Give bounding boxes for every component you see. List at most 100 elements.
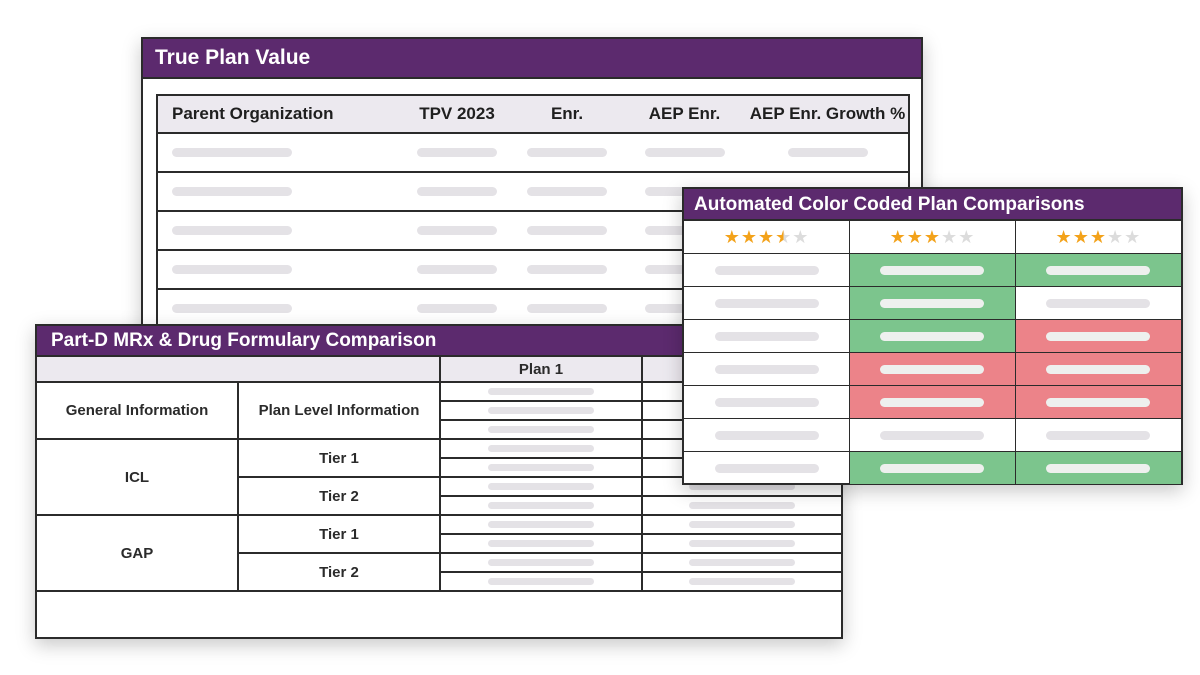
value-cell [440,571,643,592]
comparison-row [684,352,1181,386]
comparison-cell-red [849,352,1016,386]
placeholder-bar [417,187,497,196]
star-icon: ★ [792,226,810,247]
placeholder-bar [880,463,985,473]
value-cell [439,476,643,497]
star-icon: ★ [740,226,758,247]
placeholder-bar [714,298,819,308]
table-cell [156,172,402,212]
table-cell [402,172,512,212]
placeholder-bar [689,559,795,566]
placeholder-bar [880,430,985,440]
table-cell [156,133,402,173]
comparison-cell-green [849,286,1016,320]
value-cell [641,495,841,516]
comparison-row [684,253,1181,287]
placeholder-bar [527,148,607,157]
star-icon: ★ [958,226,976,247]
placeholder-bar [714,430,819,440]
placeholder-bar [172,148,292,157]
placeholder-bar [488,426,594,433]
placeholder-bar [689,502,795,509]
placeholder-bar [488,407,594,414]
partd-header-plan-1: Plan 1 [439,357,643,383]
comparison-cell-plain [684,319,851,353]
star-icon: ★ [941,226,959,247]
comparison-cell-plain [684,385,851,419]
placeholder-bar [172,187,292,196]
color-coded-title: Automated Color Coded Plan Comparisons [684,189,1181,221]
star-rating-2: ★★★★★ [849,221,1016,254]
placeholder-bar [880,331,985,341]
placeholder-bar [488,483,594,490]
placeholder-bar [1046,430,1151,440]
comparison-cell-plain [684,352,851,386]
table-cell [512,250,622,290]
star-icon: ★ [906,226,924,247]
table-cell [156,250,402,290]
placeholder-bar [1046,397,1151,407]
value-cell [641,533,841,554]
partd-header-blank [37,357,441,383]
comparison-row [684,451,1181,484]
true-plan-value-title: True Plan Value [143,39,921,79]
value-cell [440,457,643,478]
group-gap: GAP [37,514,239,592]
comparison-cell-plain [684,253,851,287]
placeholder-bar [880,397,985,407]
placeholder-bar [417,148,497,157]
color-coded-table: ★★★★★ ★★★★★ ★★★★★ [684,221,1181,484]
star-icon: ★ [923,226,942,247]
table-cell [512,289,622,329]
placeholder-bar [1046,463,1151,473]
table-cell [156,211,402,251]
value-cell [439,552,643,573]
value-cell [641,552,841,573]
placeholder-bar [488,464,594,471]
placeholder-bar [527,304,607,313]
placeholder-bar [417,226,497,235]
value-cell [440,400,643,421]
placeholder-bar [172,226,292,235]
star-rating-1: ★★★★★ [684,221,851,254]
placeholder-bar [714,397,819,407]
table-cell [747,133,910,173]
table-cell [402,211,512,251]
comparison-cell-plain [684,418,851,452]
placeholder-bar [488,445,594,452]
comparison-row [684,319,1181,353]
placeholder-bar [1046,298,1151,308]
placeholder-bar [172,304,292,313]
comparison-cell-plain [1014,418,1181,452]
placeholder-bar [644,148,725,157]
value-cell [641,514,841,535]
placeholder-bar [172,265,292,274]
gap-tier-2: Tier 2 [238,552,441,592]
placeholder-bar [527,187,607,196]
star-icon: ★ [889,226,907,247]
star-icon: ★ [1072,226,1090,247]
comparison-cell-green [1014,451,1181,484]
star-icon: ★ [723,226,741,247]
table-cell [512,133,622,173]
placeholder-bar [689,483,795,490]
group-general-information: General Information [37,381,239,440]
value-cell [440,533,643,554]
comparison-cell-red [849,385,1016,419]
table-row [156,133,910,173]
gap-tier-1: Tier 1 [237,514,441,554]
table-cell [512,211,622,251]
table-cell [402,289,512,329]
comparison-cell-plain [1014,286,1181,320]
value-cell [440,495,643,516]
group-icl: ICL [37,438,239,516]
column-header-enr: Enr. [512,94,622,134]
placeholder-bar [488,502,594,509]
column-header-aep-enr-growth: AEP Enr. Growth % [747,94,910,134]
placeholder-bar [689,521,795,528]
placeholder-bar [488,559,594,566]
column-header-aep-enr: AEP Enr. [622,94,747,134]
table-cell [512,172,622,212]
value-cell [439,381,643,402]
star-icon: ★ [1106,226,1125,247]
